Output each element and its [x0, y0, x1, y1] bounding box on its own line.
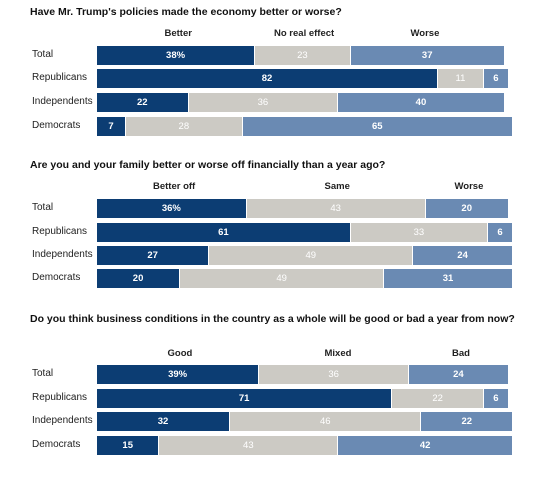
- bar-segment: 36: [188, 93, 339, 112]
- bar-row: Democrats 20 49 31: [0, 269, 555, 288]
- bar-segment: 82: [97, 69, 439, 88]
- bar-segment: 49: [180, 269, 385, 288]
- bar-row: Total 38% 23 37: [0, 46, 555, 65]
- category-label: Independents: [32, 249, 93, 260]
- bar-segment: 11: [438, 69, 484, 88]
- category-label: Total: [32, 49, 54, 60]
- series-header: Same: [324, 181, 350, 192]
- bar-segment: 32: [97, 412, 231, 431]
- bar-segment: 46: [230, 412, 422, 431]
- bar-row: Independents 22 36 40: [0, 93, 555, 112]
- bar-row: Independents 27 49 24: [0, 246, 555, 265]
- bar-row: Total 36% 43 20: [0, 199, 555, 218]
- bar-segment: 39%: [97, 365, 260, 384]
- series-header: Mixed: [324, 348, 352, 359]
- category-label: Total: [32, 368, 54, 379]
- series-header: Good: [167, 348, 193, 359]
- bar-segment: 31: [384, 269, 513, 288]
- bar-segment: 71: [97, 389, 393, 408]
- category-label: Republicans: [32, 72, 88, 83]
- bar-segment: 23: [255, 46, 351, 65]
- bar-row: Republicans 71 22 6: [0, 389, 555, 408]
- bar-segment: 36: [259, 365, 409, 384]
- bar-row: Republicans 61 33 6: [0, 223, 555, 242]
- bar-segment: 7: [97, 117, 127, 136]
- bar-segment: 22: [97, 93, 189, 112]
- category-label: Republicans: [32, 226, 88, 237]
- category-label: Independents: [32, 96, 93, 107]
- bar-row: Republicans 82 11 6: [0, 69, 555, 88]
- category-label: Republicans: [32, 392, 88, 403]
- bar-segment: 28: [126, 117, 243, 136]
- chart-title: Are you and your family better or worse …: [30, 159, 386, 171]
- bar-segment: 27: [97, 246, 210, 265]
- bar-segment: 20: [97, 269, 181, 288]
- series-header: Worse: [454, 181, 484, 192]
- bar-segment: 65: [242, 117, 513, 136]
- category-label: Total: [32, 202, 54, 213]
- category-label: Democrats: [32, 272, 81, 283]
- bar-segment: 22: [421, 412, 513, 431]
- bar-segment: 36%: [97, 199, 247, 218]
- series-header: Better off: [153, 181, 196, 192]
- bar-segment: 15: [97, 436, 160, 455]
- series-header: Bad: [452, 348, 470, 359]
- bar-segment: 6: [483, 69, 509, 88]
- bar-segment: 49: [209, 246, 414, 265]
- bar-segment: 33: [350, 223, 489, 242]
- bar-segment: 22: [392, 389, 484, 408]
- bar-segment: 20: [425, 199, 509, 218]
- category-label: Independents: [32, 415, 93, 426]
- bar-segment: 6: [488, 223, 513, 242]
- bar-row: Total 39% 36 24: [0, 365, 555, 384]
- bar-segment: 24: [409, 365, 509, 384]
- chart-title: Do you think business conditions in the …: [30, 313, 515, 325]
- series-header: Worse: [410, 28, 440, 39]
- category-label: Democrats: [32, 439, 81, 450]
- series-header: Better: [164, 28, 192, 39]
- bar-segment: 42: [338, 436, 513, 455]
- bar-segment: 61: [97, 223, 351, 242]
- chart-title: Have Mr. Trump's policies made the econo…: [30, 6, 342, 18]
- bar-segment: 43: [159, 436, 339, 455]
- bar-segment: 38%: [97, 46, 256, 65]
- bar-segment: 24: [413, 246, 513, 265]
- bar-segment: 6: [483, 389, 509, 408]
- bar-segment: 37: [350, 46, 505, 65]
- bar-row: Democrats 7 28 65: [0, 117, 555, 136]
- category-label: Democrats: [32, 120, 81, 131]
- bar-row: Democrats 15 43 42: [0, 436, 555, 455]
- series-header: No real effect: [274, 28, 335, 39]
- bar-row: Independents 32 46 22: [0, 412, 555, 431]
- bar-segment: 40: [338, 93, 505, 112]
- bar-segment: 43: [246, 199, 426, 218]
